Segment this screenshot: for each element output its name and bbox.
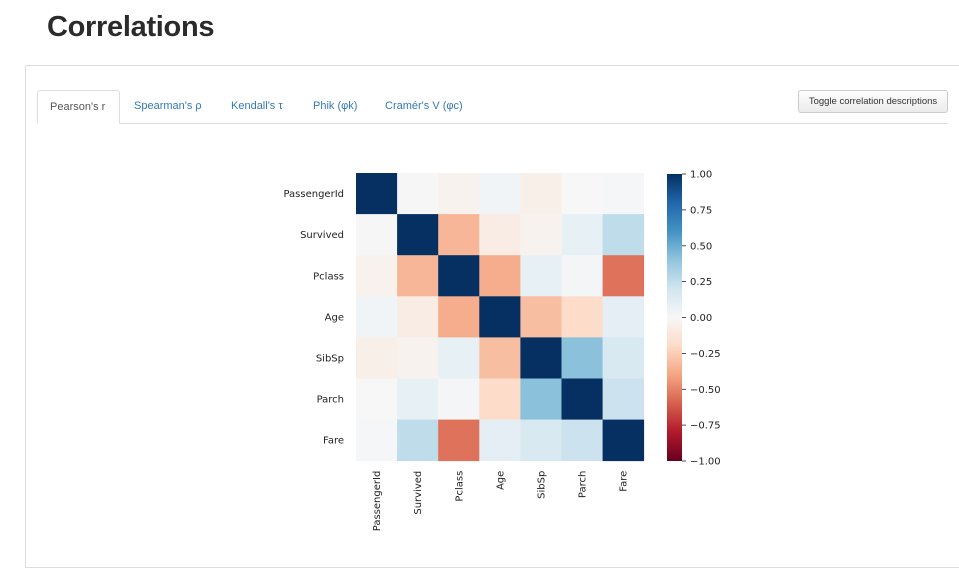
heatmap-cell [438,255,480,297]
heatmap-cell [397,378,439,420]
row-tick-label: Age [325,312,344,323]
heatmap-cell [438,173,480,215]
heatmap-cell [479,419,521,462]
row-tick-label: Survived [300,230,344,241]
heatmap-cell [479,214,521,256]
heatmap-cell [397,337,439,379]
heatmap-cell [397,214,439,256]
column-tick-label: Fare [619,471,630,492]
column-tick-label: PassengerId [372,471,383,532]
heatmap-cell [561,214,603,256]
page-title: Correlations [47,11,215,43]
column-tick-label: Parch [578,471,589,498]
heatmap-cell [356,214,398,256]
colorbar-tick-label: −0.50 [690,385,721,396]
correlation-tabs: Pearson's r Spearman's ρ Kendall's τ Phi… [37,90,948,124]
column-tick-label: Survived [413,471,424,515]
heatmap-cell [356,419,398,462]
tab-pearson[interactable]: Pearson's r [37,90,120,124]
heatmap-cell [438,296,480,338]
heatmap-cell [438,378,480,420]
heatmap-cell [479,255,521,297]
heatmap-cell [602,378,645,420]
heatmap-cell [561,419,603,462]
heatmap-cell [397,419,439,462]
heatmap-cell [397,173,439,215]
heatmap-cell [479,337,521,379]
heatmap-cell [520,337,562,379]
colorbar-tick-label: −0.75 [690,421,721,432]
heatmap-cell [438,337,480,379]
colorbar-tick-label: −0.25 [690,349,721,360]
heatmap-cell [602,296,645,338]
row-tick-label: Parch [317,395,344,406]
heatmap-cell [438,214,480,256]
colorbar-tick-label: 0.25 [690,277,712,288]
row-tick-label: PassengerId [283,189,344,200]
row-tick-label: SibSp [316,353,344,364]
tab-spearman[interactable]: Spearman's ρ [134,100,202,112]
row-tick-label: Fare [323,436,344,447]
heatmap-cell [520,173,562,215]
heatmap-cell [356,296,398,338]
heatmap-cell [397,255,439,297]
heatmap-cell [520,255,562,297]
heatmap-cell [479,378,521,420]
heatmap-cell [561,296,603,338]
heatmap-cell [479,296,521,338]
tab-kendall[interactable]: Kendall's τ [231,100,283,112]
toggle-descriptions-button[interactable]: Toggle correlation descriptions [798,90,948,113]
heatmap-cell [356,378,398,420]
heatmap-cell [602,255,645,297]
tab-cramers-v[interactable]: Cramér's V (φc) [385,100,463,112]
heatmap-cell [561,255,603,297]
colorbar-tick-label: 0.75 [690,205,712,216]
colorbar-tick-label: −1.00 [690,457,721,468]
heatmap-cell [561,337,603,379]
heatmap-cell [397,296,439,338]
colorbar-tick-label: 0.50 [690,241,712,252]
heatmap-cell [602,419,645,462]
row-tick-label: Pclass [313,271,344,282]
heatmap-cell [602,214,645,256]
heatmap-cell [602,173,645,215]
heatmap-cell [356,255,398,297]
heatmap-cell [438,419,480,462]
colorbar-tick-label: 0.00 [690,313,712,324]
colorbar-tick-label: 1.00 [690,170,712,181]
heatmap-cell [356,337,398,379]
tab-phik[interactable]: Phik (φk) [313,100,358,112]
heatmap-cell [356,173,398,215]
column-tick-label: Pclass [454,471,465,502]
heatmap-cell [479,173,521,215]
heatmap-cell [520,419,562,462]
heatmap-cell [520,296,562,338]
heatmap-cell [561,173,603,215]
heatmap-cell [561,378,603,420]
colorbar [667,174,682,461]
heatmap-cell [602,337,645,379]
column-tick-label: SibSp [536,471,547,499]
heatmap-cell [520,214,562,256]
column-tick-label: Age [495,471,506,490]
heatmap-cell [520,378,562,420]
